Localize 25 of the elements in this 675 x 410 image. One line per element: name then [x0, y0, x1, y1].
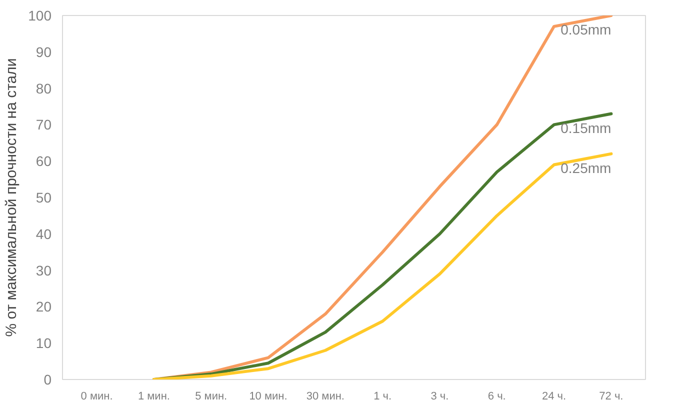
x-tick-label: 24 ч. [542, 390, 566, 402]
y-tick-label: 40 [36, 226, 52, 242]
y-tick-label: 10 [36, 335, 52, 352]
x-tick-label: 3 ч. [430, 390, 449, 402]
x-tick-label: 10 мин. [249, 390, 288, 402]
y-tick-label: 60 [36, 153, 52, 170]
x-tick-label: 1 мин. [138, 390, 170, 402]
x-tick-label: 72 ч. [599, 390, 624, 402]
y-tick-label: 20 [36, 298, 52, 315]
x-tick-label: 30 мин. [306, 390, 344, 402]
y-tick-label: 80 [36, 80, 52, 96]
x-tick-label: 1 ч. [374, 390, 392, 402]
y-tick-label: 30 [36, 262, 52, 278]
series-label: 0.15mm [560, 120, 612, 136]
y-tick-label: 100 [28, 8, 52, 24]
series-label: 0.05mm [560, 22, 612, 38]
y-axis-title: % от максимальной прочности на стали [3, 58, 20, 337]
y-tick-label: 90 [36, 44, 52, 60]
x-tick-label: 6 ч. [488, 390, 506, 402]
y-tick-label: 70 [36, 116, 52, 133]
series-label: 0.25mm [560, 160, 612, 176]
y-tick-label: 50 [36, 190, 52, 206]
y-tick-label: 0 [44, 372, 52, 388]
x-tick-label: 0 мин. [80, 390, 113, 402]
x-tick-label: 5 мин. [195, 390, 228, 402]
